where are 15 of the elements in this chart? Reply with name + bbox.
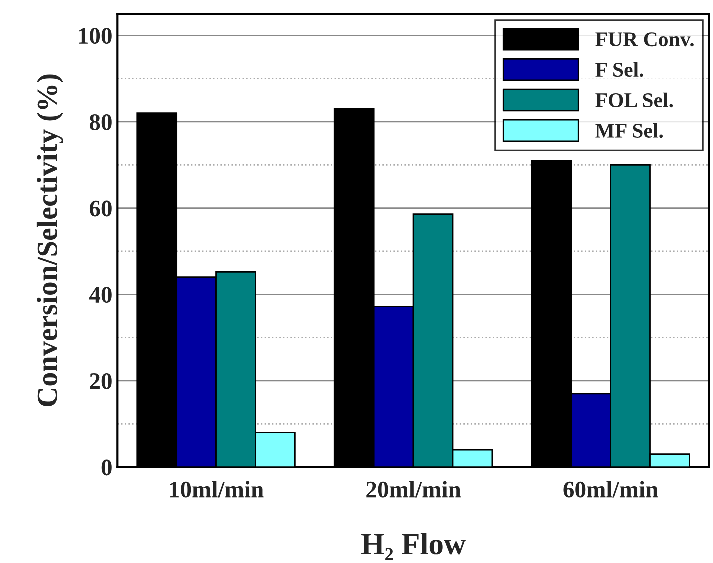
legend-label: MF Sel. bbox=[596, 123, 664, 138]
y-tick-label: 100 bbox=[79, 28, 112, 44]
x-tick-label: 60ml/min bbox=[564, 481, 658, 498]
y-axis-title: Conversion/Selectivity (%) bbox=[36, 74, 64, 407]
legend-label: FOL Sel. bbox=[596, 92, 674, 108]
x-tick-label: 20ml/min bbox=[366, 481, 462, 498]
legend-label: FUR Conv. bbox=[596, 32, 694, 47]
legend-label: F Sel. bbox=[596, 62, 644, 78]
y-tick-label: 40 bbox=[89, 287, 112, 304]
x-tick-label: 10ml/min bbox=[170, 481, 264, 498]
y-tick-label: 80 bbox=[90, 114, 112, 130]
y-tick-label: 20 bbox=[90, 373, 112, 390]
x-axis-title: H₂ Flow bbox=[362, 533, 466, 560]
y-tick-label: 0 bbox=[102, 460, 112, 476]
y-tick-label: 60 bbox=[90, 200, 112, 217]
